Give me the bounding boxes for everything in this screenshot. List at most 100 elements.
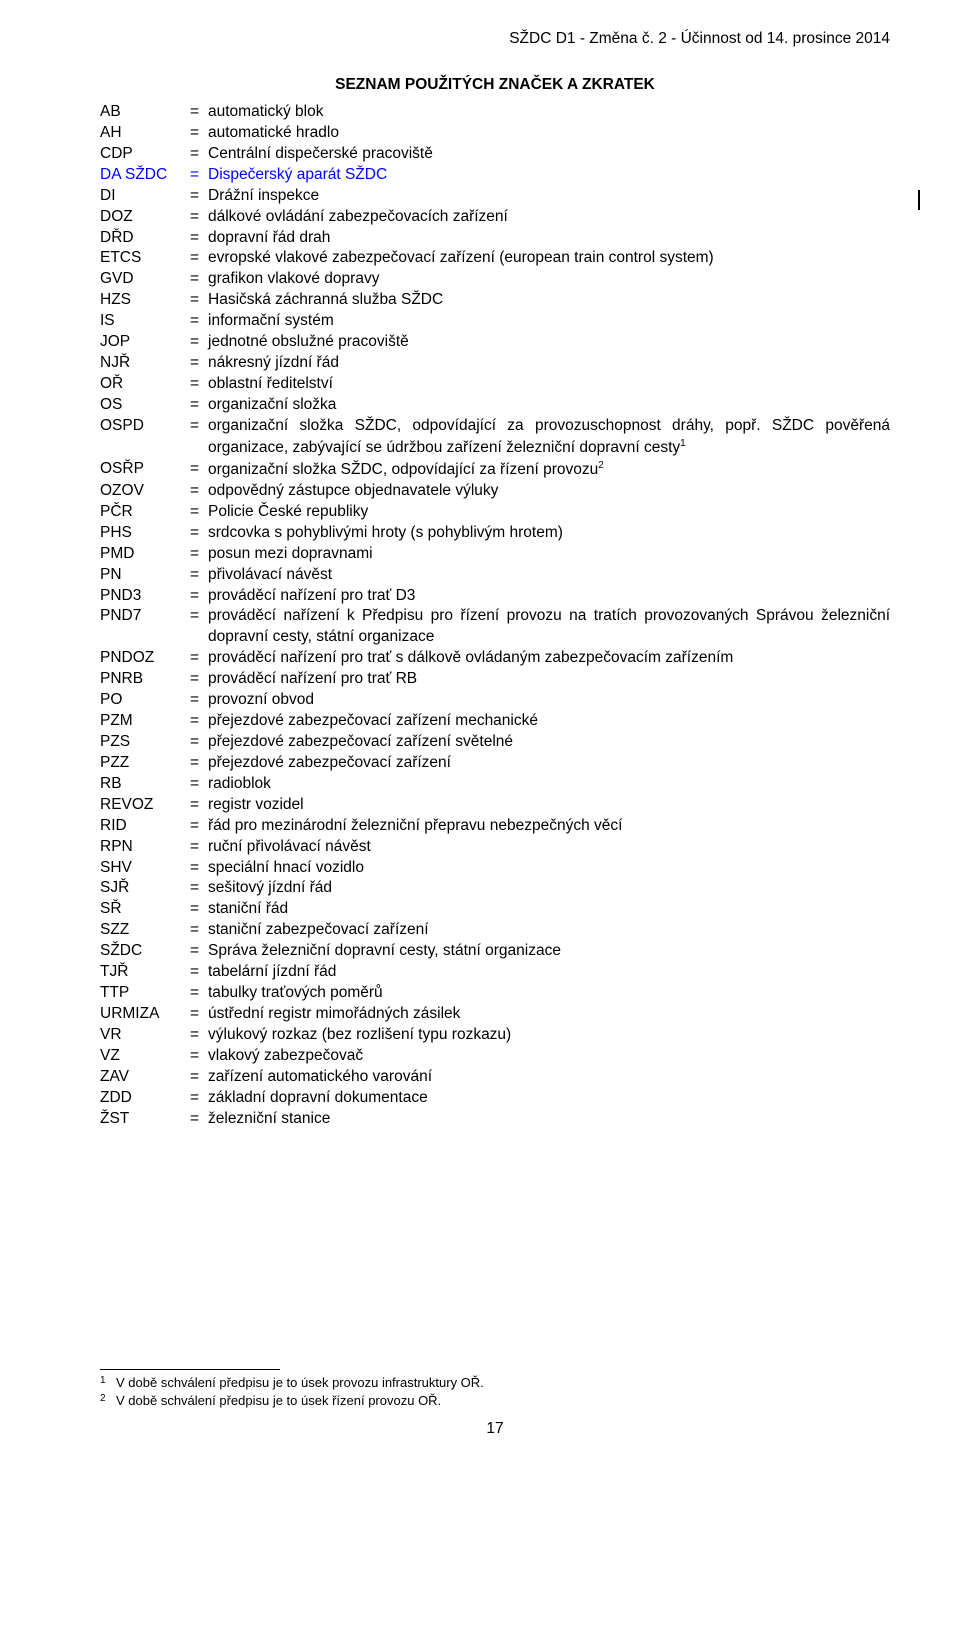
abbr-definition: Drážní inspekce (208, 186, 890, 207)
abbr-equals: = (190, 565, 208, 586)
abbr-row: NJŘ=nákresný jízdní řád (100, 353, 890, 374)
abbr-code: DA SŽDC (100, 165, 190, 186)
abbr-code: RB (100, 774, 190, 795)
abbr-row: URMIZA=ústřední registr mimořádných zási… (100, 1004, 890, 1025)
abbr-code: VR (100, 1025, 190, 1046)
abbr-row: GVD=grafikon vlakové dopravy (100, 269, 890, 290)
abbr-equals: = (190, 962, 208, 983)
abbr-code: OZOV (100, 481, 190, 502)
abbr-definition: přejezdové zabezpečovací zařízení (208, 753, 890, 774)
abbr-code: PZZ (100, 753, 190, 774)
footnote-number: 2 (100, 1392, 116, 1410)
abbr-row: SŘ=staniční řád (100, 899, 890, 920)
abbr-definition: posun mezi dopravnami (208, 544, 890, 565)
abbr-definition: organizační složka SŽDC, odpovídající za… (208, 459, 890, 481)
abbr-definition: vlakový zabezpečovač (208, 1046, 890, 1067)
abbr-equals: = (190, 502, 208, 523)
footnote-ref: 2 (598, 460, 604, 471)
abbr-equals: = (190, 353, 208, 374)
abbr-equals: = (190, 795, 208, 816)
abbr-code: PHS (100, 523, 190, 544)
abbr-row: PČR=Policie České republiky (100, 502, 890, 523)
abbr-code: PNRB (100, 669, 190, 690)
abbr-definition: provozní obvod (208, 690, 890, 711)
abbr-row: PZS=přejezdové zabezpečovací zařízení sv… (100, 732, 890, 753)
abbr-equals: = (190, 374, 208, 395)
abbr-definition: dálkové ovládání zabezpečovacích zařízen… (208, 207, 890, 228)
abbr-row: AB=automatický blok (100, 102, 890, 123)
abbr-definition: evropské vlakové zabezpečovací zařízení … (208, 248, 890, 269)
abbr-equals: = (190, 332, 208, 353)
abbr-equals: = (190, 606, 208, 627)
abbr-row: RPN=ruční přivolávací návěst (100, 837, 890, 858)
abbr-code: ZAV (100, 1067, 190, 1088)
abbr-code: PNDOZ (100, 648, 190, 669)
abbr-code: SHV (100, 858, 190, 879)
abbr-code: AB (100, 102, 190, 123)
abbr-code: DI (100, 186, 190, 207)
abbr-code: ŽST (100, 1109, 190, 1130)
abbr-code: OSPD (100, 416, 190, 437)
abbr-equals: = (190, 186, 208, 207)
abbr-row: OZOV=odpovědný zástupce objednavatele vý… (100, 481, 890, 502)
change-bar (918, 190, 920, 210)
footnote-rule (100, 1369, 280, 1370)
abbr-equals: = (190, 395, 208, 416)
document-page: SŽDC D1 - Změna č. 2 - Účinnost od 14. p… (0, 0, 960, 1478)
abbr-equals: = (190, 290, 208, 311)
page-number: 17 (100, 1420, 890, 1438)
abbr-row: RID=řád pro mezinárodní železniční přepr… (100, 816, 890, 837)
abbr-row: ŽST=železniční stanice (100, 1109, 890, 1130)
abbr-definition: automatické hradlo (208, 123, 890, 144)
abbr-code: DOZ (100, 207, 190, 228)
footnotes-section: 1V době schválení předpisu je to úsek pr… (100, 1369, 890, 1409)
abbr-equals: = (190, 920, 208, 941)
abbr-equals: = (190, 858, 208, 879)
abbr-code: HZS (100, 290, 190, 311)
footnote-text: V době schválení předpisu je to úsek říz… (116, 1392, 890, 1410)
abbr-definition: registr vozidel (208, 795, 890, 816)
abbr-code: REVOZ (100, 795, 190, 816)
abbr-equals: = (190, 1046, 208, 1067)
abbr-definition: přivolávací návěst (208, 565, 890, 586)
abbr-equals: = (190, 123, 208, 144)
abbr-definition: nákresný jízdní řád (208, 353, 890, 374)
abbr-equals: = (190, 1067, 208, 1088)
abbr-code: PZM (100, 711, 190, 732)
abbr-definition: prováděcí nařízení pro trať RB (208, 669, 890, 690)
abbr-definition: oblastní ředitelství (208, 374, 890, 395)
abbr-definition: Policie České republiky (208, 502, 890, 523)
abbr-equals: = (190, 690, 208, 711)
abbr-definition: radioblok (208, 774, 890, 795)
abbr-code: RID (100, 816, 190, 837)
abbr-row: ZAV=zařízení automatického varování (100, 1067, 890, 1088)
abbr-row: TJŘ=tabelární jízdní řád (100, 962, 890, 983)
abbr-definition: jednotné obslužné pracoviště (208, 332, 890, 353)
abbr-row: PN=přivolávací návěst (100, 565, 890, 586)
abbr-equals: = (190, 1025, 208, 1046)
abbr-definition: speciální hnací vozidlo (208, 858, 890, 879)
footnote-row: 2V době schválení předpisu je to úsek ří… (100, 1392, 890, 1410)
abbr-definition: zařízení automatického varování (208, 1067, 890, 1088)
abbr-definition: ruční přivolávací návěst (208, 837, 890, 858)
abbr-code: RPN (100, 837, 190, 858)
abbr-code: SJŘ (100, 878, 190, 899)
abbr-code: ETCS (100, 248, 190, 269)
abbr-row: CDP=Centrální dispečerské pracoviště (100, 144, 890, 165)
abbr-definition: přejezdové zabezpečovací zařízení světel… (208, 732, 890, 753)
abbr-code: VZ (100, 1046, 190, 1067)
abbr-definition: staniční řád (208, 899, 890, 920)
abbr-code: AH (100, 123, 190, 144)
abbr-row: PO=provozní obvod (100, 690, 890, 711)
abbr-row: PNDOZ=prováděcí nařízení pro trať s dálk… (100, 648, 890, 669)
abbr-equals: = (190, 144, 208, 165)
abbr-equals: = (190, 669, 208, 690)
page-header: SŽDC D1 - Změna č. 2 - Účinnost od 14. p… (100, 30, 890, 48)
abbr-equals: = (190, 102, 208, 123)
abbr-row: PMD=posun mezi dopravnami (100, 544, 890, 565)
abbr-equals: = (190, 269, 208, 290)
abbr-code: JOP (100, 332, 190, 353)
abbr-equals: = (190, 837, 208, 858)
abbr-definition: organizační složka SŽDC, odpovídající za… (208, 416, 890, 459)
abbr-equals: = (190, 523, 208, 544)
